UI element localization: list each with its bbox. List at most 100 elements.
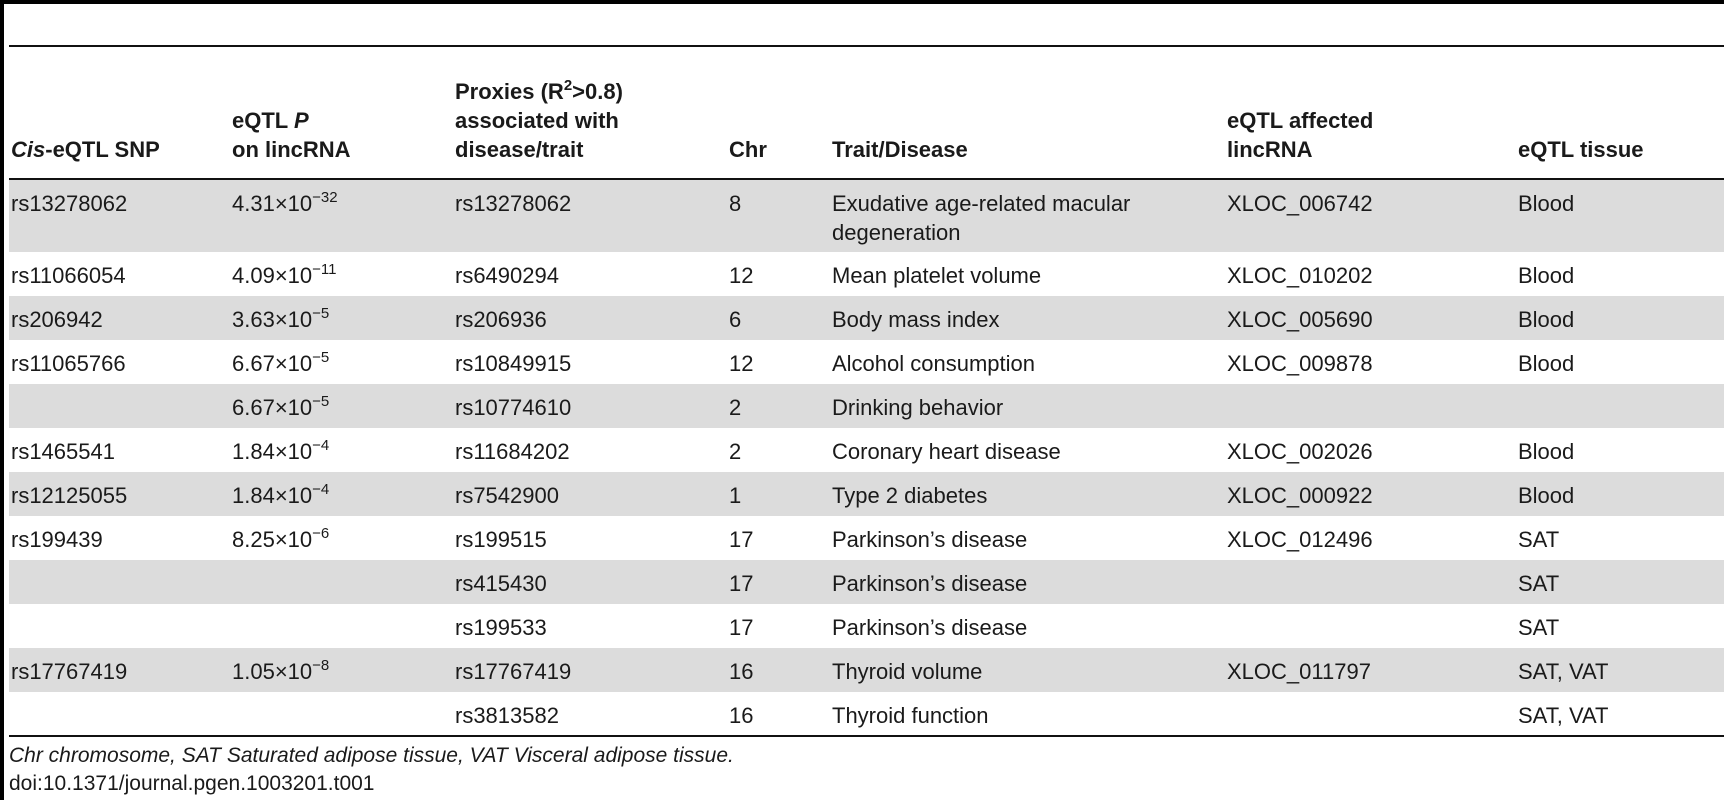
cell-proxy: rs10849915 bbox=[455, 351, 572, 376]
p-times: ×10 bbox=[274, 439, 313, 464]
p-mantissa: 4.31 bbox=[232, 191, 275, 216]
cell-trait: Mean platelet volume bbox=[832, 263, 1042, 288]
p-mantissa: 1.84 bbox=[232, 483, 275, 508]
header-proxies-line1a: Proxies (R bbox=[455, 79, 564, 104]
header-chr: Chr bbox=[729, 50, 832, 180]
cell-chr: 17 bbox=[729, 527, 754, 552]
doi-link[interactable]: doi:10.1371/journal.pgen.1003201.t001 bbox=[9, 772, 375, 795]
cell-eqtl-p bbox=[232, 692, 455, 737]
p-exponent: −6 bbox=[312, 525, 330, 542]
cell-chr: 8 bbox=[729, 179, 832, 252]
cell-lincrna: XLOC_009878 bbox=[1227, 351, 1373, 376]
cell-lincrna: XLOC_006742 bbox=[1227, 179, 1518, 252]
p-mantissa: 1.05 bbox=[232, 659, 275, 684]
cell-lincrna bbox=[1227, 604, 1518, 648]
cell-chr: 2 bbox=[729, 439, 742, 464]
cell-proxy: rs199515 bbox=[455, 527, 547, 552]
p-times: ×10 bbox=[274, 483, 313, 508]
table-row: rs3813582 16 Thyroid function SAT, VAT bbox=[9, 692, 1724, 737]
table-row: rs13278062 4.31×10−32 rs13278062 8 Exuda… bbox=[9, 179, 1724, 252]
cell-chr: 6 bbox=[729, 296, 832, 340]
header-eqtl-line2: on lincRNA bbox=[232, 137, 351, 162]
p-times: ×10 bbox=[274, 263, 313, 288]
cell-lincrna bbox=[1227, 384, 1518, 428]
cell-tissue: Blood bbox=[1518, 263, 1575, 288]
cell-snp: rs206942 bbox=[9, 296, 232, 340]
header-proxies-line1b: >0.8) bbox=[572, 79, 623, 104]
table-row: rs12125055 1.84×10−4 rs7542900 1 Type 2 … bbox=[9, 472, 1724, 516]
table-row: rs1465541 1.84×10−4 rs11684202 2 Coronar… bbox=[9, 428, 1724, 472]
table-top-rule bbox=[9, 45, 1724, 47]
cell-chr: 2 bbox=[729, 384, 832, 428]
p-times: ×10 bbox=[274, 395, 313, 420]
cell-proxy: rs7542900 bbox=[455, 472, 729, 516]
cell-tissue: SAT bbox=[1518, 527, 1560, 552]
p-times: ×10 bbox=[274, 191, 313, 216]
header-lincrna: eQTL affected lincRNA bbox=[1227, 50, 1518, 180]
cell-proxy: rs415430 bbox=[455, 560, 729, 604]
table-row: rs206942 3.63×10−5 rs206936 6 Body mass … bbox=[9, 296, 1724, 340]
header-eqtl-p-symbol: P bbox=[293, 108, 309, 133]
cell-tissue: Blood bbox=[1518, 296, 1724, 340]
cell-proxy: rs206936 bbox=[455, 296, 729, 340]
p-exponent: −5 bbox=[312, 349, 330, 366]
cell-lincrna: XLOC_010202 bbox=[1227, 263, 1373, 288]
cell-trait: Exudative age-related macular degenerati… bbox=[832, 179, 1227, 252]
header-lincrna-line2: lincRNA bbox=[1227, 137, 1313, 162]
cell-proxy: rs3813582 bbox=[455, 692, 729, 737]
cell-trait: Thyroid volume bbox=[832, 648, 1227, 692]
cell-lincrna: XLOC_002026 bbox=[1227, 439, 1373, 464]
cell-trait: Drinking behavior bbox=[832, 384, 1227, 428]
header-proxies-line2: associated with bbox=[455, 108, 619, 133]
cell-proxy: rs199533 bbox=[455, 615, 547, 640]
header-proxies-sup: 2 bbox=[563, 77, 573, 94]
cell-tissue: Blood bbox=[1518, 439, 1575, 464]
cell-trait: Coronary heart disease bbox=[832, 439, 1061, 464]
cell-snp bbox=[9, 560, 232, 604]
cell-proxy: rs10774610 bbox=[455, 384, 729, 428]
cell-chr: 16 bbox=[729, 648, 832, 692]
cell-lincrna bbox=[1227, 560, 1518, 604]
cell-chr: 12 bbox=[729, 263, 754, 288]
p-times: ×10 bbox=[274, 307, 313, 332]
cell-chr: 17 bbox=[729, 615, 754, 640]
cell-trait: Parkinson’s disease bbox=[832, 560, 1227, 604]
cell-snp: rs1465541 bbox=[11, 439, 115, 464]
cell-snp: rs11065766 bbox=[11, 351, 126, 376]
cell-snp: rs17767419 bbox=[9, 648, 232, 692]
cell-eqtl-p: 8.25×10−6 bbox=[232, 516, 455, 560]
table-row: rs415430 17 Parkinson’s disease SAT bbox=[9, 560, 1724, 604]
header-tissue: eQTL tissue bbox=[1518, 50, 1724, 180]
cell-eqtl-p bbox=[232, 604, 455, 648]
header-proxies-line3: disease/trait bbox=[455, 137, 584, 162]
p-mantissa: 6.67 bbox=[232, 351, 275, 376]
cell-eqtl-p: 1.84×10−4 bbox=[232, 428, 455, 472]
cell-chr: 17 bbox=[729, 560, 832, 604]
header-trait: Trait/Disease bbox=[832, 50, 1227, 180]
cell-trait: Thyroid function bbox=[832, 692, 1227, 737]
cell-proxy: rs17767419 bbox=[455, 648, 729, 692]
cell-eqtl-p: 4.31×10−32 bbox=[232, 179, 455, 252]
cell-eqtl-p: 1.05×10−8 bbox=[232, 648, 455, 692]
cell-eqtl-p: 1.84×10−4 bbox=[232, 472, 455, 516]
cell-snp: rs11066054 bbox=[11, 263, 126, 288]
cell-lincrna: XLOC_011797 bbox=[1227, 648, 1518, 692]
cell-eqtl-p: 3.63×10−5 bbox=[232, 296, 455, 340]
cell-snp: rs12125055 bbox=[9, 472, 232, 516]
cell-proxy: rs6490294 bbox=[455, 263, 559, 288]
cell-lincrna bbox=[1227, 692, 1518, 737]
cell-lincrna: XLOC_005690 bbox=[1227, 296, 1518, 340]
cell-lincrna: XLOC_000922 bbox=[1227, 472, 1518, 516]
cell-trait: Alcohol consumption bbox=[832, 351, 1036, 376]
left-border bbox=[0, 0, 4, 800]
cell-eqtl-p bbox=[232, 560, 455, 604]
p-mantissa: 8.25 bbox=[232, 527, 275, 552]
cell-snp: rs199439 bbox=[11, 527, 103, 552]
cell-eqtl-p: 4.09×10−11 bbox=[232, 252, 455, 296]
table-footnote: Chr chromosome, SAT Saturated adipose ti… bbox=[9, 744, 734, 767]
cell-snp: rs13278062 bbox=[9, 179, 232, 252]
p-exponent: −32 bbox=[312, 189, 338, 206]
p-exponent: −11 bbox=[312, 261, 337, 278]
cell-proxy: rs13278062 bbox=[455, 179, 729, 252]
header-eqtl-line1: eQTL bbox=[232, 108, 294, 133]
